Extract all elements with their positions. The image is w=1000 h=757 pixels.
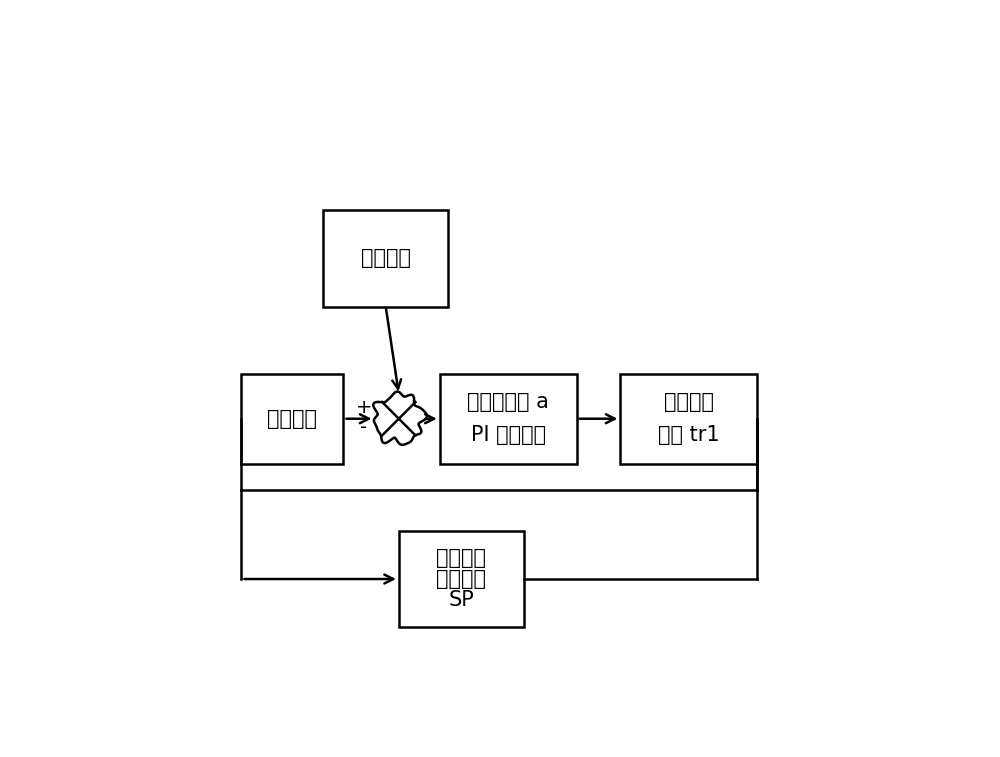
Text: 温度校正: 温度校正 — [664, 392, 714, 413]
Bar — [323, 210, 448, 307]
Text: 直径测量: 直径测量 — [267, 409, 317, 428]
Text: 控温仪表: 控温仪表 — [436, 548, 486, 568]
Text: +: + — [356, 398, 372, 417]
Text: 斜率 tr1: 斜率 tr1 — [658, 425, 720, 445]
Text: 温度设定: 温度设定 — [436, 569, 486, 589]
Bar — [620, 373, 757, 464]
Text: -: - — [360, 418, 367, 437]
Bar — [440, 373, 577, 464]
Text: 直径设定: 直径设定 — [361, 248, 411, 269]
Text: SP: SP — [449, 590, 474, 610]
Bar — [399, 531, 524, 627]
Text: PI 控制算法: PI 控制算法 — [471, 425, 546, 445]
Text: 温度控制环 a: 温度控制环 a — [467, 392, 549, 413]
Bar — [241, 373, 343, 464]
